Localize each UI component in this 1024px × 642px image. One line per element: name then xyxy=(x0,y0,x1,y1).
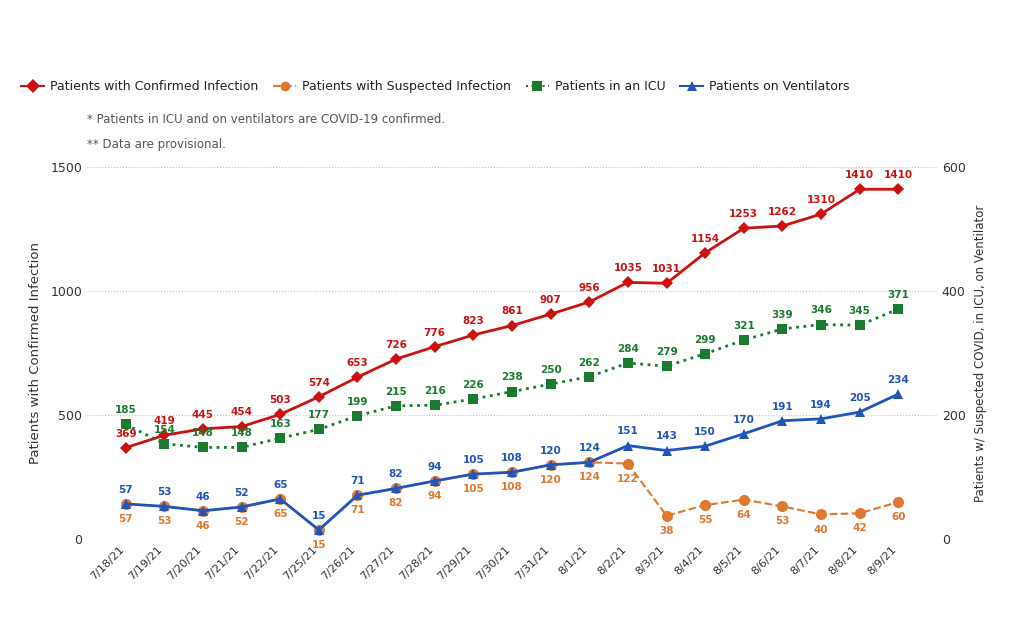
Text: 454: 454 xyxy=(230,408,253,417)
Text: 38: 38 xyxy=(659,526,674,536)
Text: 726: 726 xyxy=(385,340,407,350)
Text: 1031: 1031 xyxy=(652,265,681,274)
Text: 284: 284 xyxy=(617,344,639,354)
Text: 53: 53 xyxy=(157,516,172,526)
Text: 94: 94 xyxy=(427,462,442,472)
Text: 215: 215 xyxy=(385,386,407,397)
Text: 60: 60 xyxy=(891,512,905,522)
Text: 369: 369 xyxy=(115,429,136,438)
Text: 574: 574 xyxy=(308,377,330,388)
Text: 71: 71 xyxy=(350,476,365,486)
Text: 503: 503 xyxy=(269,395,291,405)
Text: 151: 151 xyxy=(617,426,639,437)
Text: 199: 199 xyxy=(347,397,369,406)
Text: 65: 65 xyxy=(273,480,288,490)
Text: 205: 205 xyxy=(849,393,870,403)
Text: 82: 82 xyxy=(389,498,403,508)
Text: 46: 46 xyxy=(196,492,210,501)
Text: 40: 40 xyxy=(814,525,828,535)
Text: 57: 57 xyxy=(119,485,133,495)
Text: 170: 170 xyxy=(733,415,755,424)
Text: 57: 57 xyxy=(119,514,133,524)
Text: 163: 163 xyxy=(269,419,291,429)
Text: 1154: 1154 xyxy=(690,234,720,244)
Text: 94: 94 xyxy=(427,491,442,501)
Text: 42: 42 xyxy=(852,523,867,534)
Text: 823: 823 xyxy=(463,316,484,326)
Text: 1410: 1410 xyxy=(845,170,874,180)
Text: 108: 108 xyxy=(501,482,523,492)
Text: 262: 262 xyxy=(579,358,600,368)
Text: 191: 191 xyxy=(772,402,794,412)
Text: 124: 124 xyxy=(579,473,600,482)
Y-axis label: Patients with Confirmed Infection: Patients with Confirmed Infection xyxy=(29,242,42,464)
Text: 907: 907 xyxy=(540,295,561,305)
Text: 299: 299 xyxy=(694,334,716,345)
Text: 339: 339 xyxy=(772,310,794,320)
Text: 956: 956 xyxy=(579,283,600,293)
Text: 238: 238 xyxy=(501,372,523,383)
Text: 105: 105 xyxy=(463,484,484,494)
Text: 1262: 1262 xyxy=(768,207,797,217)
Text: 52: 52 xyxy=(234,517,249,527)
Text: 53: 53 xyxy=(775,516,790,526)
Text: 185: 185 xyxy=(115,405,136,415)
Text: 419: 419 xyxy=(154,416,175,426)
Text: COVID-19 Hospitalizations Reported by MS Hospitals, 7/20/21-8/9/21 *,**: COVID-19 Hospitalizations Reported by MS… xyxy=(12,24,892,44)
Text: 250: 250 xyxy=(540,365,561,375)
Text: 148: 148 xyxy=(230,428,253,438)
Text: 82: 82 xyxy=(389,469,403,480)
Text: 321: 321 xyxy=(733,321,755,331)
Text: 1035: 1035 xyxy=(613,263,642,273)
Text: 52: 52 xyxy=(234,488,249,498)
Text: 653: 653 xyxy=(346,358,369,368)
Text: 345: 345 xyxy=(849,306,870,316)
Text: 150: 150 xyxy=(694,427,716,437)
Text: 71: 71 xyxy=(350,505,365,516)
Text: 122: 122 xyxy=(617,474,639,483)
Text: 120: 120 xyxy=(540,475,561,485)
Text: 105: 105 xyxy=(463,455,484,465)
Text: 177: 177 xyxy=(308,410,330,421)
Legend: Patients with Confirmed Infection, Patients with Suspected Infection, Patients i: Patients with Confirmed Infection, Patie… xyxy=(16,75,855,98)
Text: 120: 120 xyxy=(540,446,561,456)
Text: 234: 234 xyxy=(888,375,909,385)
Text: 445: 445 xyxy=(191,410,214,420)
Text: 371: 371 xyxy=(888,290,909,300)
Text: 279: 279 xyxy=(655,347,678,357)
Text: 124: 124 xyxy=(579,443,600,453)
Text: 53: 53 xyxy=(157,487,172,498)
Text: 108: 108 xyxy=(501,453,523,463)
Text: 46: 46 xyxy=(196,521,210,531)
Text: 15: 15 xyxy=(311,540,326,550)
Text: 154: 154 xyxy=(154,424,175,435)
Text: 64: 64 xyxy=(736,510,752,519)
Text: 148: 148 xyxy=(193,428,214,438)
Text: 776: 776 xyxy=(424,327,445,338)
Text: 216: 216 xyxy=(424,386,445,396)
Text: 861: 861 xyxy=(501,306,523,317)
Text: 346: 346 xyxy=(810,306,831,315)
Text: 65: 65 xyxy=(273,509,288,519)
Text: 55: 55 xyxy=(698,515,713,525)
Text: ** Data are provisional.: ** Data are provisional. xyxy=(87,138,226,151)
Text: 1410: 1410 xyxy=(884,170,912,180)
Text: 15: 15 xyxy=(311,511,326,521)
Text: 226: 226 xyxy=(463,380,484,390)
Text: 1253: 1253 xyxy=(729,209,759,219)
Text: 143: 143 xyxy=(655,431,678,442)
Text: * Patients in ICU and on ventilators are COVID-19 confirmed.: * Patients in ICU and on ventilators are… xyxy=(87,113,445,126)
Y-axis label: Patients w/ Suspected COVID, in ICU, on Ventilator: Patients w/ Suspected COVID, in ICU, on … xyxy=(974,204,987,502)
Text: 1310: 1310 xyxy=(807,195,836,205)
Text: 194: 194 xyxy=(810,400,831,410)
